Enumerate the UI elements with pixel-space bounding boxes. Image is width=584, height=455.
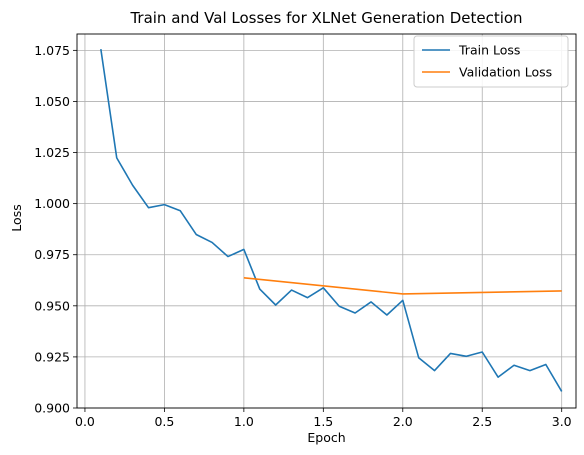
series-lines — [100, 49, 563, 392]
y-tick-label: 1.025 — [34, 145, 70, 160]
y-tick-label: 0.975 — [34, 247, 70, 262]
legend-label-train-loss: Train Loss — [458, 43, 520, 58]
y-tick-label: 0.950 — [34, 298, 70, 313]
x-tick-label: 0.0 — [75, 414, 95, 429]
x-axis-label: Epoch — [307, 430, 345, 445]
y-tick-label: 0.900 — [34, 401, 70, 416]
grid-lines — [77, 34, 576, 409]
plot-area-frame — [76, 33, 577, 409]
x-tick-label: 1.0 — [234, 414, 254, 429]
legend: Train Loss Validation Loss — [413, 35, 569, 88]
series-line-validation-loss — [243, 277, 562, 295]
y-axis-label: Loss — [9, 204, 24, 231]
y-tick-label: 1.075 — [34, 43, 70, 58]
y-tick-label: 1.050 — [34, 94, 70, 109]
x-tick-label: 3.0 — [552, 414, 572, 429]
x-tick-label: 2.5 — [472, 414, 492, 429]
x-tick-label: 0.5 — [154, 414, 174, 429]
legend-box — [413, 35, 569, 88]
chart-title: Train and Val Losses for XLNet Generatio… — [129, 9, 522, 27]
x-tick-label: 1.5 — [313, 414, 333, 429]
y-tick-label: 1.000 — [34, 196, 70, 211]
y-tick-label: 0.925 — [34, 349, 70, 364]
series-line-train-loss — [100, 49, 563, 392]
x-tick-label: 2.0 — [393, 414, 413, 429]
axis-ticks: 0.0 0.5 1.0 1.5 2.0 2.5 3.0 0.900 0.925 0.950 0.97… — [34, 43, 571, 429]
legend-label-validation-loss: Validation Loss — [459, 65, 552, 80]
